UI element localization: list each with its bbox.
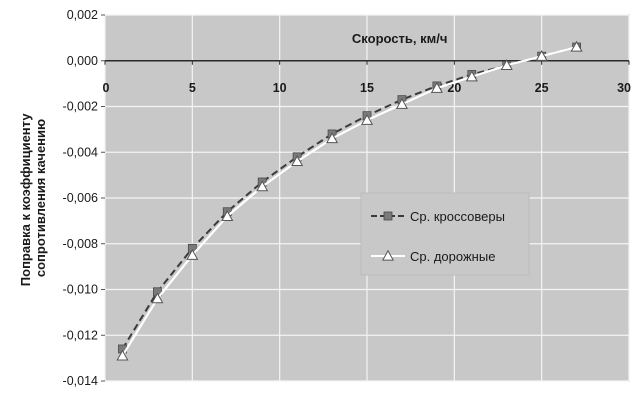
y-axis-ticks: 0,002 0,000 -0,002 -0,004 -0,006 -0,008 -0,010… [63,8,105,388]
data-point [186,248,199,260]
legend-item: Ср. дорожные [371,249,495,264]
series-line [121,45,577,357]
y-axis-title-line-1: Поправка к коэффициенту [18,113,33,287]
x-tick-label: 0 [103,81,110,95]
legend: Ср. кроссоверы Ср. дорожные [360,192,530,276]
y-tick-label: -0,002 [63,100,98,114]
y-tick-label: -0,014 [63,374,98,388]
data-point [116,349,129,361]
data-point [326,132,339,144]
data-point [256,180,269,192]
data-point [500,59,513,70]
series-layer [116,40,583,361]
y-tick-label: -0,012 [63,328,98,342]
legend-box [360,192,530,276]
x-tick-label: 25 [535,81,549,95]
legend-marker [383,211,393,221]
x-tick-label: 15 [360,81,374,95]
data-point [395,97,408,109]
y-tick-label: -0,004 [63,145,98,159]
x-tick-label: 5 [189,81,196,95]
legend-marker [381,249,395,261]
data-point [535,49,548,61]
legend-item: Ср. кроссоверы [371,209,505,224]
data-point [570,40,583,52]
legend-label: Ср. кроссоверы [410,209,505,224]
y-axis-title-line-2: сопротивления качению [33,119,48,277]
y-tick-label: 0,000 [67,54,98,68]
data-point [291,155,304,167]
y-axis-title: Поправка к коэффициенту сопротивления ка… [18,110,48,286]
y-tick-label: 0,002 [67,8,98,22]
data-point [430,81,443,93]
x-tick-label: 30 [617,81,631,95]
x-axis-ticks: 0 5 10 15 20 25 30 [103,60,631,95]
legend-label: Ср. дорожные [410,249,495,264]
data-point [151,292,164,304]
x-axis-title: Скорость, км/ч [352,31,447,46]
series-road [116,40,583,361]
y-tick-label: -0,006 [63,191,98,205]
x-tick-label: 10 [273,81,287,95]
y-tick-label: -0,010 [63,283,98,297]
data-point [221,210,234,221]
data-point [465,70,478,82]
data-point [360,113,374,125]
y-tick-label: -0,008 [63,237,98,251]
